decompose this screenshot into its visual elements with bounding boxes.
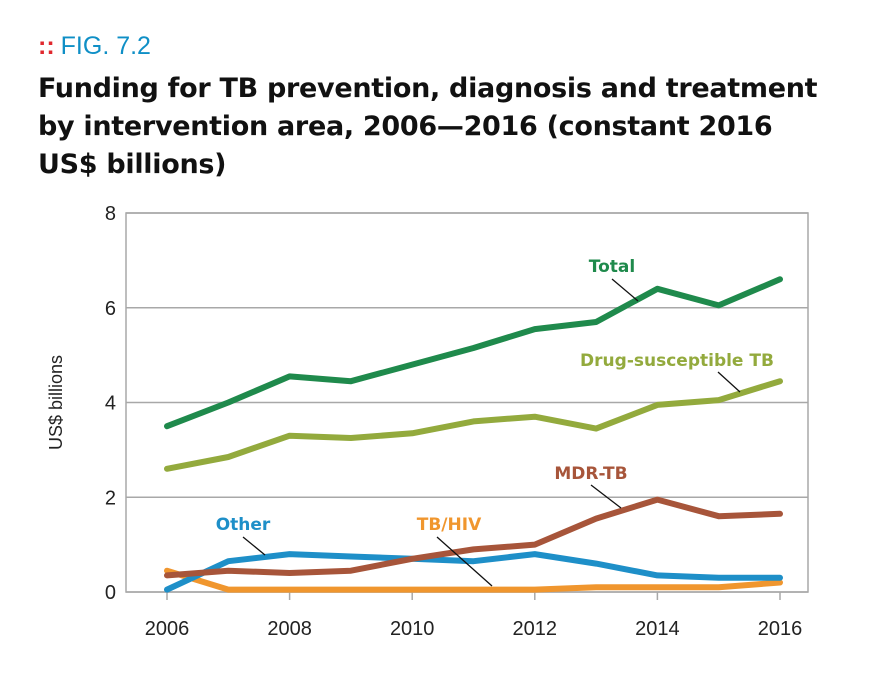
x-tick-label: 2006 <box>145 618 190 640</box>
series-line-other <box>164 551 783 593</box>
series-label-other: Other <box>216 515 271 535</box>
x-tick-label: 2010 <box>390 618 435 640</box>
figure-marker: :: <box>38 32 55 60</box>
series-label-total: Total <box>589 257 635 277</box>
figure-label: :: FIG. 7.2 <box>38 32 151 61</box>
x-tick-label: 2014 <box>635 618 680 640</box>
y-tick-label: 8 <box>105 203 116 225</box>
y-tick-label: 0 <box>105 582 116 604</box>
leader-line-drug-susceptible-tb <box>717 371 741 393</box>
series-line-total <box>164 276 783 430</box>
leader-line-total <box>611 278 639 302</box>
series-label-mdr-tb: MDR-TB <box>554 464 627 484</box>
y-tick-label: 2 <box>105 487 116 509</box>
series-line-drug-susceptible-tb <box>164 378 783 472</box>
figure-number: FIG. 7.2 <box>60 32 151 60</box>
series-line-tb-hiv <box>164 567 783 593</box>
x-tick-label: 2016 <box>758 618 803 640</box>
series-label-drug-susceptible-tb: Drug-susceptible TB <box>580 351 774 371</box>
y-axis-label: US$ billions <box>46 355 66 450</box>
leader-line-tb-hiv <box>436 536 493 587</box>
x-tick-label: 2008 <box>267 618 312 640</box>
x-tick-label: 2012 <box>513 618 558 640</box>
y-tick-label: 6 <box>105 298 116 320</box>
leader-line-mdr-tb <box>590 484 622 509</box>
leader-line-other <box>242 536 266 556</box>
series-line-mdr-tb <box>164 496 783 579</box>
chart-title: Funding for TB prevention, diagnosis and… <box>38 73 818 180</box>
series-label-tb-hiv: TB/HIV <box>417 515 482 535</box>
y-tick-label: 4 <box>105 393 116 415</box>
